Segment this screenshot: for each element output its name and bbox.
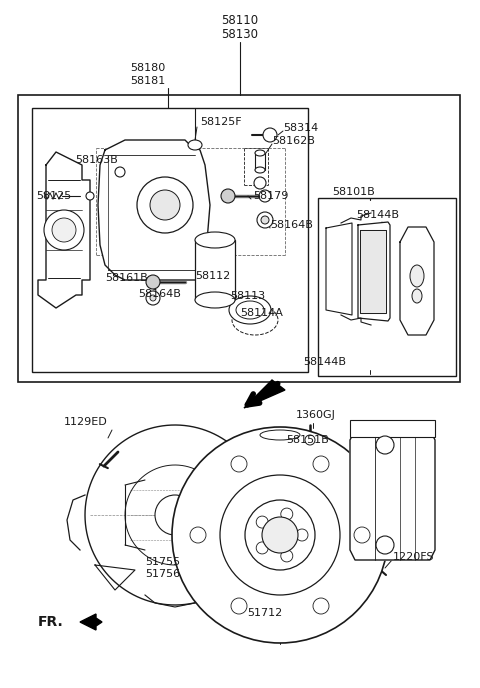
Ellipse shape xyxy=(412,289,422,303)
Ellipse shape xyxy=(260,430,300,440)
Text: 58164B: 58164B xyxy=(138,289,181,299)
Circle shape xyxy=(313,456,329,472)
Ellipse shape xyxy=(229,296,271,324)
Text: 58113: 58113 xyxy=(230,291,265,301)
Circle shape xyxy=(296,529,308,541)
Circle shape xyxy=(172,427,388,643)
Circle shape xyxy=(150,190,180,220)
Ellipse shape xyxy=(188,140,202,150)
Polygon shape xyxy=(400,227,434,335)
Circle shape xyxy=(257,212,273,228)
Bar xyxy=(350,420,435,437)
Bar xyxy=(195,240,235,300)
Circle shape xyxy=(150,295,156,301)
Text: 58162B: 58162B xyxy=(272,136,315,146)
Bar xyxy=(32,108,308,372)
Polygon shape xyxy=(80,614,102,630)
Ellipse shape xyxy=(255,167,265,173)
Ellipse shape xyxy=(410,265,424,287)
Circle shape xyxy=(376,436,394,454)
Text: 58130: 58130 xyxy=(221,28,259,41)
Text: 58314: 58314 xyxy=(283,123,318,133)
Circle shape xyxy=(376,536,394,554)
Text: 58181: 58181 xyxy=(131,76,166,86)
Circle shape xyxy=(281,550,293,562)
Polygon shape xyxy=(244,380,285,408)
Circle shape xyxy=(263,128,277,142)
Circle shape xyxy=(231,456,247,472)
Text: 58110: 58110 xyxy=(221,14,259,27)
Text: 58101B: 58101B xyxy=(332,187,375,197)
Circle shape xyxy=(155,495,195,535)
Ellipse shape xyxy=(255,150,265,156)
Circle shape xyxy=(313,598,329,614)
Circle shape xyxy=(137,177,193,233)
Circle shape xyxy=(146,275,160,289)
Text: 58180: 58180 xyxy=(131,63,166,73)
Text: 58114A: 58114A xyxy=(240,308,283,318)
Text: 58125F: 58125F xyxy=(200,117,241,127)
Text: 1220FS: 1220FS xyxy=(393,552,434,562)
Circle shape xyxy=(86,192,94,200)
Text: FR.: FR. xyxy=(38,615,64,629)
Text: 58112: 58112 xyxy=(195,271,230,281)
Text: 51755: 51755 xyxy=(145,557,180,567)
Bar xyxy=(18,95,460,382)
Circle shape xyxy=(259,190,271,202)
Circle shape xyxy=(52,218,76,242)
Text: 58144B: 58144B xyxy=(303,357,347,367)
Polygon shape xyxy=(98,140,210,280)
Circle shape xyxy=(115,167,125,177)
Text: 58164B: 58164B xyxy=(270,220,313,230)
Text: 58144B: 58144B xyxy=(356,210,399,220)
Circle shape xyxy=(190,527,206,543)
Ellipse shape xyxy=(195,292,235,308)
Circle shape xyxy=(220,475,340,595)
Circle shape xyxy=(262,517,298,553)
Polygon shape xyxy=(326,223,352,315)
Circle shape xyxy=(256,516,268,528)
Circle shape xyxy=(231,598,247,614)
Text: 1129ED: 1129ED xyxy=(64,417,108,427)
Text: 51712: 51712 xyxy=(247,608,283,618)
Text: 58179: 58179 xyxy=(253,191,288,201)
Text: 58161B: 58161B xyxy=(105,273,148,283)
Circle shape xyxy=(305,435,315,445)
Circle shape xyxy=(44,210,84,250)
Circle shape xyxy=(221,189,235,203)
Polygon shape xyxy=(358,222,390,321)
Text: 1360GJ: 1360GJ xyxy=(296,410,336,420)
Bar xyxy=(318,198,456,376)
Circle shape xyxy=(256,542,268,554)
Circle shape xyxy=(254,177,266,189)
Text: 58163B: 58163B xyxy=(75,155,118,165)
Polygon shape xyxy=(38,152,90,308)
Polygon shape xyxy=(350,430,435,560)
Circle shape xyxy=(354,527,370,543)
Circle shape xyxy=(146,291,160,305)
Text: 58125: 58125 xyxy=(36,191,71,201)
Ellipse shape xyxy=(236,301,264,319)
Text: 58151B: 58151B xyxy=(286,435,329,445)
Ellipse shape xyxy=(195,232,235,248)
Circle shape xyxy=(261,216,269,224)
Circle shape xyxy=(281,508,293,520)
Circle shape xyxy=(245,500,315,570)
Text: 51756: 51756 xyxy=(145,569,180,579)
Polygon shape xyxy=(360,230,386,313)
